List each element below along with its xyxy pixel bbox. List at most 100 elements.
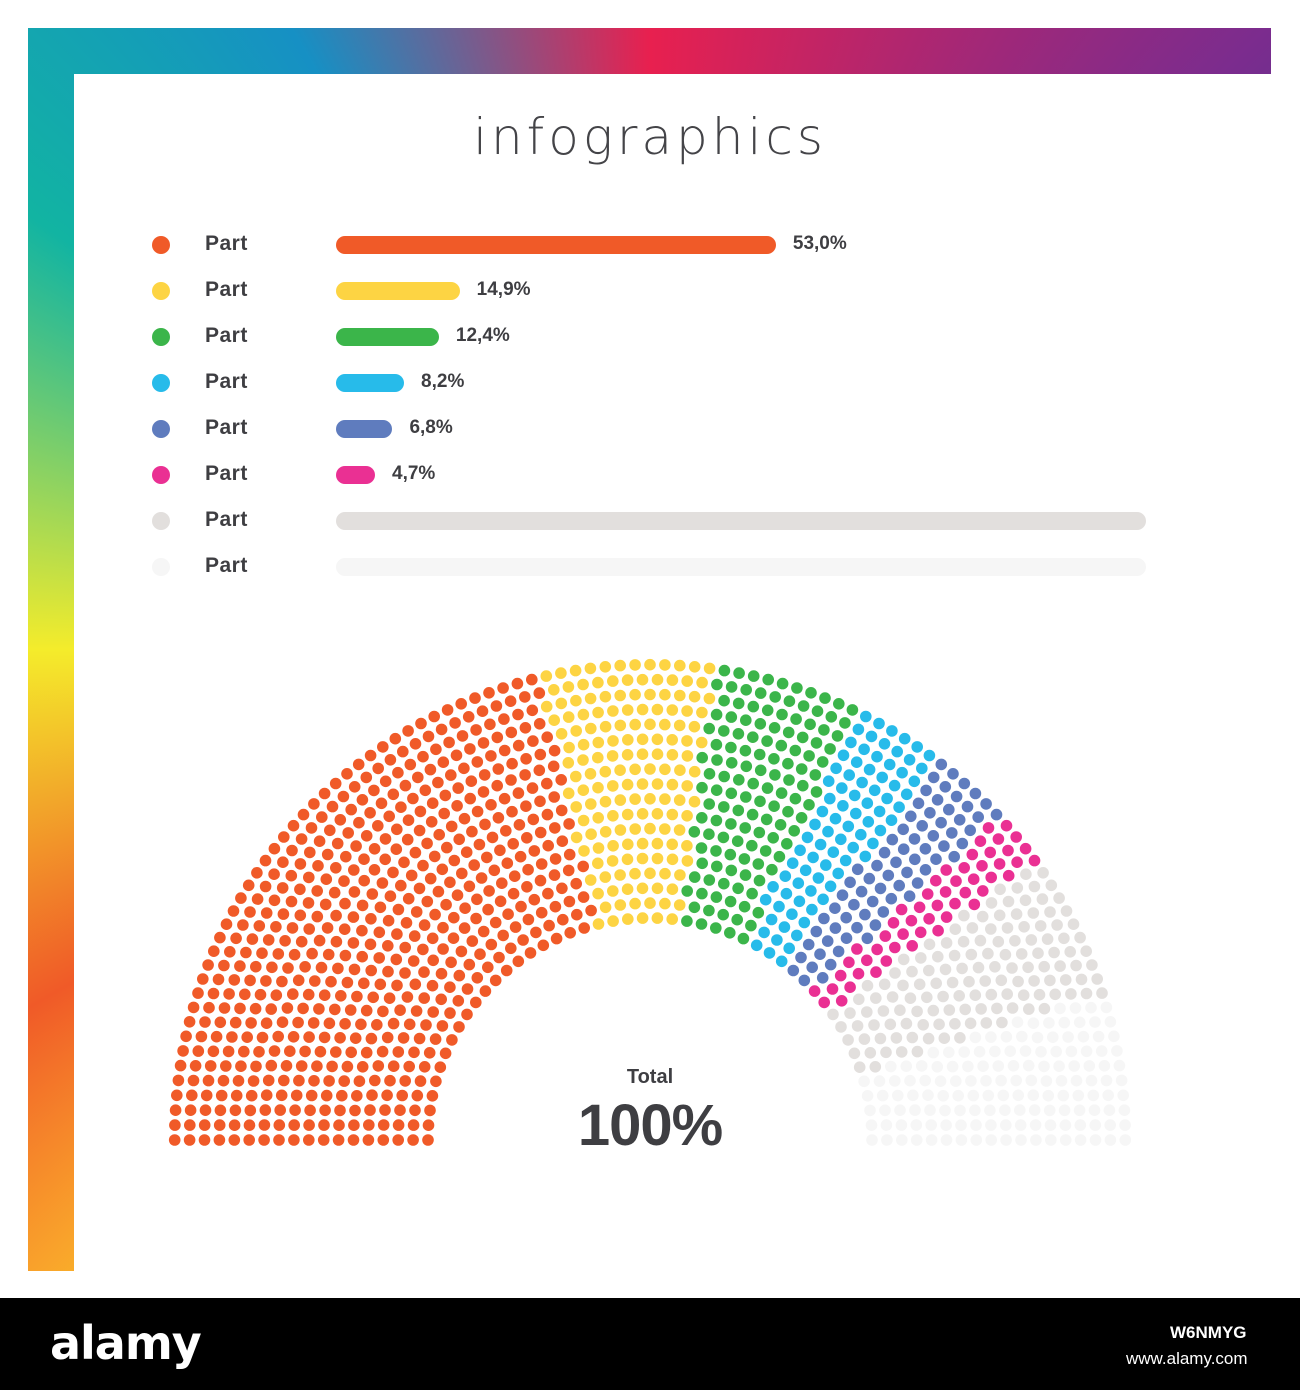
arc-dot bbox=[259, 854, 272, 867]
arc-dot bbox=[473, 838, 486, 851]
arc-dot bbox=[526, 673, 538, 686]
arc-dot bbox=[900, 1017, 913, 1030]
arc-dot bbox=[465, 775, 478, 787]
arc-dot bbox=[905, 914, 918, 927]
arc-dot bbox=[462, 711, 475, 723]
arc-dot bbox=[754, 764, 767, 777]
arc-dot bbox=[294, 883, 306, 896]
arc-dot bbox=[991, 1002, 1003, 1015]
arc-dot bbox=[474, 948, 486, 960]
arc-dot bbox=[1054, 1002, 1066, 1015]
arc-dot bbox=[1041, 933, 1054, 945]
arc-dot bbox=[946, 827, 958, 839]
arc-dot bbox=[1060, 905, 1073, 917]
arc-dot bbox=[844, 1007, 856, 1019]
arc-dot bbox=[651, 778, 664, 790]
arc-dot bbox=[890, 1032, 903, 1044]
arc-dot bbox=[448, 854, 461, 867]
arc-dot bbox=[402, 725, 414, 737]
arc-dot bbox=[1010, 831, 1022, 843]
arc-dot bbox=[816, 756, 829, 768]
arc-dot bbox=[717, 908, 729, 921]
arc-dot bbox=[769, 769, 781, 781]
arc-dot bbox=[337, 790, 350, 803]
arc-dot bbox=[1115, 1074, 1128, 1087]
arc-dot bbox=[360, 1046, 373, 1059]
arc-dot bbox=[276, 975, 288, 988]
arc-dot bbox=[260, 975, 272, 987]
arc-dot bbox=[345, 1046, 358, 1059]
arc-dot bbox=[1080, 945, 1092, 957]
arc-dot bbox=[659, 867, 671, 880]
arc-dot bbox=[372, 762, 385, 775]
arc-dot bbox=[866, 895, 879, 908]
arc-dot bbox=[871, 750, 883, 763]
arc-dot bbox=[280, 1060, 293, 1072]
arc-dot bbox=[880, 1046, 892, 1059]
arc-dot bbox=[449, 717, 461, 729]
arc-dot bbox=[484, 718, 496, 731]
arc-dot bbox=[223, 988, 235, 1000]
arc-dot bbox=[422, 730, 435, 743]
arc-dot bbox=[962, 1060, 974, 1073]
arc-dot bbox=[540, 700, 553, 713]
arc-dot bbox=[372, 820, 384, 832]
arc-dot bbox=[673, 899, 686, 911]
arc-dot bbox=[824, 792, 836, 805]
arc-dot bbox=[1069, 1002, 1082, 1014]
arc-dot bbox=[651, 703, 664, 716]
arc-dot bbox=[695, 736, 708, 749]
arc-dot bbox=[274, 1104, 287, 1116]
arc-dot bbox=[822, 775, 835, 787]
arc-dot bbox=[876, 771, 888, 784]
arc-dot bbox=[1010, 1074, 1022, 1087]
arc-dot bbox=[923, 913, 935, 925]
arc-dot bbox=[1009, 935, 1021, 947]
arc-dot bbox=[718, 725, 730, 737]
arc-dot bbox=[895, 1046, 908, 1058]
arc-dot bbox=[955, 1134, 968, 1146]
arc-dot bbox=[471, 972, 484, 984]
arc-dot bbox=[389, 732, 402, 745]
arc-dot bbox=[915, 1060, 928, 1072]
arc-dot bbox=[330, 909, 342, 922]
arc-dot bbox=[1095, 1045, 1108, 1057]
arc-dot bbox=[311, 1060, 323, 1072]
arc-dot bbox=[358, 853, 370, 865]
arc-dot bbox=[839, 717, 851, 729]
arc-dot bbox=[880, 955, 893, 967]
arc-dot bbox=[773, 850, 786, 863]
arc-dot bbox=[534, 748, 547, 761]
arc-dot bbox=[429, 1033, 442, 1045]
arc-dot bbox=[541, 731, 553, 743]
arc-dot bbox=[535, 858, 548, 870]
arc-dot bbox=[401, 833, 414, 846]
arc-dot bbox=[681, 840, 693, 852]
arc-dot bbox=[651, 748, 664, 760]
arc-dot bbox=[1028, 880, 1041, 893]
arc-dot bbox=[489, 916, 502, 929]
arc-dot bbox=[426, 932, 439, 945]
arc-dot bbox=[880, 1119, 893, 1131]
arc-dot bbox=[189, 1060, 202, 1072]
arc-dot bbox=[390, 953, 403, 966]
arc-dot bbox=[931, 794, 944, 806]
arc-dot bbox=[1085, 1001, 1097, 1014]
arc-dot bbox=[763, 947, 776, 959]
arc-dot bbox=[249, 1002, 262, 1015]
arc-dot bbox=[305, 822, 318, 834]
arc-dot bbox=[776, 708, 788, 721]
arc-dot bbox=[1035, 1046, 1047, 1058]
arc-dot bbox=[497, 929, 510, 942]
arc-dot bbox=[733, 667, 745, 679]
arc-dot bbox=[543, 919, 555, 932]
arc-dot bbox=[932, 924, 944, 937]
arc-dot bbox=[256, 1031, 269, 1044]
arc-dot bbox=[478, 769, 491, 781]
arc-dot bbox=[592, 857, 604, 870]
arc-dot bbox=[328, 886, 341, 899]
arc-dot bbox=[824, 880, 837, 893]
arc-dot bbox=[383, 992, 396, 1004]
arc-dot bbox=[418, 919, 431, 931]
arc-dot bbox=[990, 808, 1003, 821]
